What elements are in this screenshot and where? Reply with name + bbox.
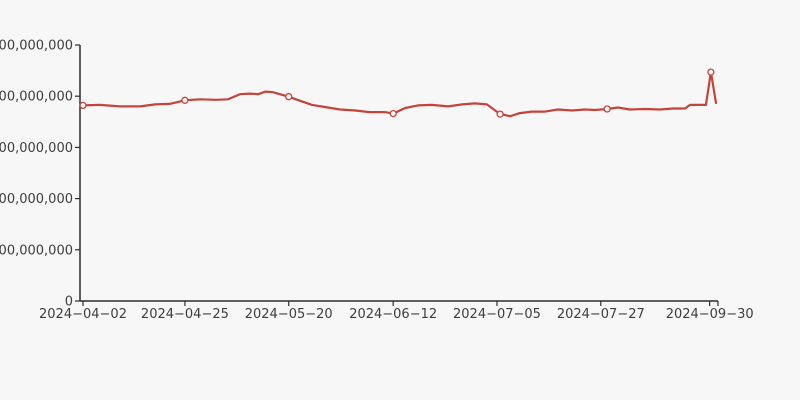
data-point-marker [285,93,293,101]
y-axis-tick-label: 200,000,000 [0,192,73,207]
data-point-marker [389,109,397,118]
data-point-marker [496,110,504,118]
data-point-marker [181,96,189,104]
x-axis-tick-label: 2024−07−05 [453,307,541,322]
y-axis-tick-label: 300,000,000 [0,141,73,156]
x-axis-tick-label: 2024−09−30 [666,307,754,322]
data-point-marker [707,68,715,76]
x-axis-tick-label: 2024−04−25 [141,307,229,322]
x-axis-tick-label: 2024−05−20 [245,307,333,322]
x-axis-tick-label: 2024−07−27 [557,307,645,322]
data-point-marker [603,105,611,113]
y-axis-tick-label: 100,000,000 [0,243,73,258]
y-axis-tick-label: 400,000,000 [0,90,73,105]
series-line [81,70,718,118]
x-axis-tick-label: 2024−04−02 [39,307,127,322]
x-axis-tick-label: 2024−06−12 [349,307,437,322]
data-point-marker [79,101,87,110]
y-axis-tick-label: 0 [65,295,73,310]
y-axis-tick-label: 500,000,000 [0,39,73,54]
